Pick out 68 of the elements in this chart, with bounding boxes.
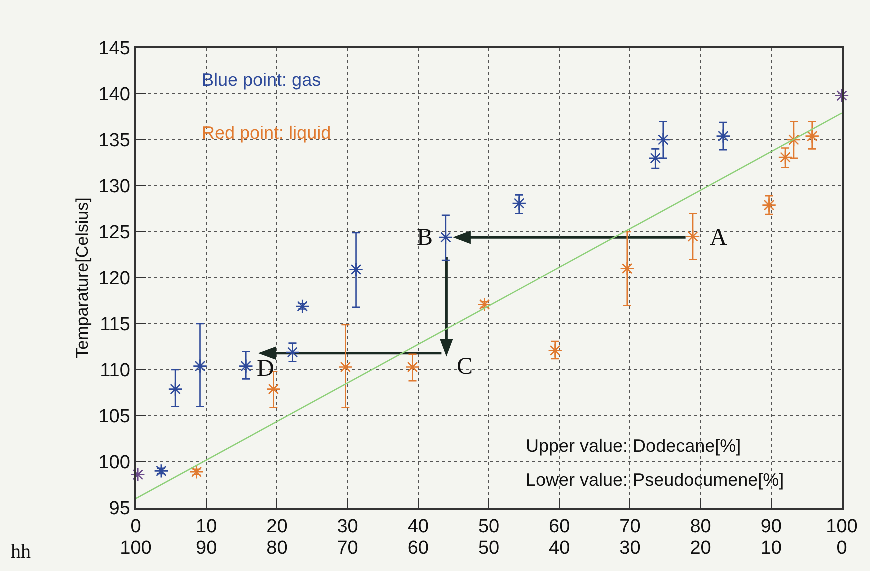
point <box>154 464 169 478</box>
x-tick-label: 30 <box>337 516 358 538</box>
x2-tick-label: 0 <box>836 538 848 559</box>
x2-tick-label: 50 <box>478 538 500 559</box>
x2-tick-label: 70 <box>337 538 358 559</box>
point <box>349 262 364 277</box>
x-tick-label: 60 <box>549 516 570 538</box>
x-tick-label: 80 <box>690 516 712 538</box>
annotation: Blue point: gas <box>202 70 322 90</box>
point <box>193 359 208 374</box>
point <box>686 229 700 244</box>
x2-tick-label: 100 <box>120 538 152 559</box>
point <box>548 343 563 358</box>
point <box>786 132 802 148</box>
point <box>478 297 492 312</box>
annotation: C <box>457 354 474 380</box>
y-tick-label: 140 <box>98 84 130 106</box>
point <box>656 132 671 148</box>
annotation: A <box>710 225 728 251</box>
point <box>295 299 310 314</box>
y-tick-label: 95 <box>109 498 130 520</box>
x2-tick-label: 10 <box>760 538 782 559</box>
x2-tick-label: 90 <box>196 538 218 559</box>
x-tick-label: 100 <box>826 516 858 538</box>
x-tick-label: 20 <box>266 516 288 538</box>
point <box>834 88 850 104</box>
point <box>438 230 454 245</box>
x-tick-label: 10 <box>196 516 218 538</box>
point <box>620 262 635 276</box>
point <box>130 468 146 482</box>
annotation: Lower value: Pseudocumene[%] <box>526 470 784 490</box>
point <box>266 382 281 397</box>
point <box>805 129 820 144</box>
point <box>716 129 731 144</box>
x-tick-label: 70 <box>620 516 641 538</box>
y-tick-label: 110 <box>100 360 130 382</box>
y-tick-label: 115 <box>100 314 130 336</box>
point <box>406 360 420 374</box>
y-tick-label: 100 <box>98 452 130 474</box>
x-tick-label: 90 <box>760 516 782 538</box>
y-tick-label: 135 <box>98 130 130 152</box>
y-tick-label: 145 <box>98 38 130 60</box>
x-tick-label: 40 <box>408 516 429 538</box>
x2-tick-label: 80 <box>266 538 288 559</box>
x2-tick-label: 60 <box>408 538 429 559</box>
y-axis-title: Temparature[Celsius] <box>72 198 92 358</box>
point <box>285 345 300 360</box>
y-tick-label: 130 <box>98 176 130 198</box>
point <box>648 151 663 166</box>
point <box>189 464 204 480</box>
x2-tick-label: 40 <box>549 538 570 559</box>
point <box>778 150 793 165</box>
annotation: Upper value: Dodecane[%] <box>526 436 742 456</box>
y-tick-label: 125 <box>98 222 130 244</box>
point <box>168 382 183 397</box>
text: hh <box>11 541 31 563</box>
x2-tick-label: 30 <box>620 538 641 559</box>
annotation: Red point: liquid <box>202 123 332 143</box>
x-tick-label: 0 <box>130 516 142 538</box>
x-tick-label: 50 <box>478 516 500 538</box>
point <box>512 196 527 211</box>
y-tick-label: 120 <box>98 268 130 290</box>
y-tick-label: 105 <box>98 406 130 428</box>
point <box>338 360 353 374</box>
point <box>762 198 777 213</box>
x2-tick-label: 20 <box>690 538 712 559</box>
annotation: B <box>417 225 434 251</box>
point <box>238 359 254 374</box>
